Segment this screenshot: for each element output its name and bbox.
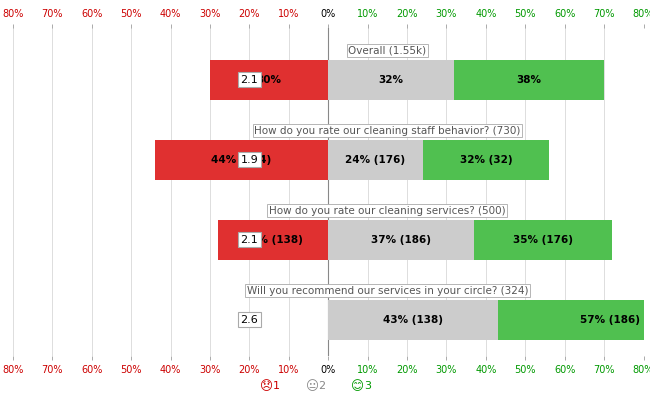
Bar (454, 60, 604, 100)
Bar (328, 139, 422, 180)
Bar (155, 139, 328, 180)
Bar (474, 220, 612, 260)
Text: Overall (1.55k): Overall (1.55k) (348, 46, 426, 56)
Text: 24% (176): 24% (176) (346, 154, 406, 165)
Text: 1.9: 1.9 (240, 154, 258, 165)
Bar (328, 60, 454, 100)
Text: 2: 2 (318, 381, 326, 391)
Text: 2.1: 2.1 (240, 75, 258, 85)
Text: How do you rate our cleaning staff behavior? (730): How do you rate our cleaning staff behav… (254, 126, 521, 135)
Text: 1: 1 (273, 381, 280, 391)
Text: 57% (186): 57% (186) (580, 314, 640, 325)
Text: 3: 3 (364, 381, 371, 391)
Text: 😐: 😐 (306, 380, 318, 393)
Text: 28% (138): 28% (138) (243, 235, 303, 245)
Bar (328, 299, 498, 340)
Text: 43% (138): 43% (138) (383, 314, 443, 325)
Text: 2.1: 2.1 (240, 235, 258, 245)
Text: 44% (324): 44% (324) (211, 154, 272, 165)
Text: 😞: 😞 (260, 380, 273, 393)
Text: 32% (32): 32% (32) (460, 154, 512, 165)
Text: 2.6: 2.6 (240, 314, 258, 325)
Bar (218, 220, 328, 260)
Text: 30%: 30% (257, 75, 281, 85)
Text: 37% (186): 37% (186) (371, 235, 431, 245)
Text: 38%: 38% (517, 75, 541, 85)
Bar (498, 299, 650, 340)
Text: 😊: 😊 (351, 380, 364, 393)
Text: 35% (176): 35% (176) (513, 235, 573, 245)
Text: 32%: 32% (379, 75, 404, 85)
Bar (422, 139, 549, 180)
Text: How do you rate our cleaning services? (500): How do you rate our cleaning services? (… (269, 205, 506, 216)
Text: Will you recommend our services in your circle? (324): Will you recommend our services in your … (246, 286, 528, 295)
Bar (210, 60, 328, 100)
Bar (328, 220, 474, 260)
